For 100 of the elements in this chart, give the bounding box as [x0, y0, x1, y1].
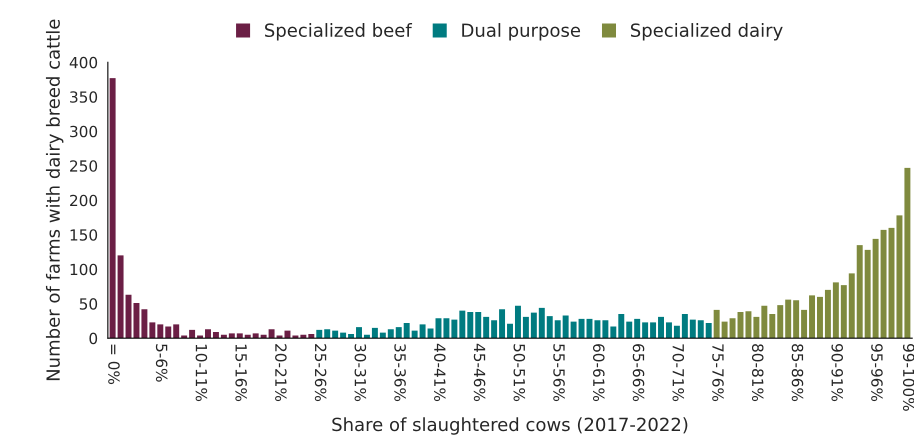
bar: [491, 320, 498, 338]
bar: [412, 330, 418, 338]
y-tick-label: 250: [70, 160, 98, 172]
bar: [268, 329, 275, 338]
x-tick-label: 95-96%: [871, 344, 883, 402]
bar: [816, 296, 823, 338]
bar: [514, 306, 521, 338]
x-tick-label: 90-91%: [831, 344, 843, 402]
legend-label: Specialized beef: [265, 23, 412, 41]
bar: [785, 300, 792, 338]
legend-label: Dual purpose: [462, 23, 580, 41]
bar: [856, 245, 863, 338]
bar: [356, 327, 362, 338]
bar: [578, 318, 585, 338]
legend-label: Specialized dairy: [630, 23, 783, 41]
bar: [372, 328, 378, 338]
bar: [793, 300, 800, 338]
bar: [722, 322, 728, 338]
bar: [436, 318, 442, 338]
bar: [530, 312, 537, 338]
x-tick-label: 70-71%: [672, 344, 684, 402]
x-tick-label: 65-66%: [632, 344, 644, 402]
bar: [126, 294, 132, 338]
x-tick-label: 15-16%: [235, 344, 247, 402]
bar: [586, 318, 592, 338]
y-tick-label: 100: [70, 264, 98, 276]
x-tick-label: 60-61%: [593, 344, 605, 402]
bar: [840, 285, 847, 338]
y-tick-label: 50: [80, 298, 98, 310]
bar: [118, 255, 124, 338]
x-tick-label: 30-31%: [354, 344, 366, 402]
bar: [682, 314, 688, 338]
bar: [522, 316, 529, 338]
bar: [189, 330, 196, 338]
bar: [801, 310, 808, 338]
x-axis-title: Share of slaughtered cows (2017-2022): [332, 417, 688, 435]
bar: [562, 315, 569, 338]
bar: [157, 324, 164, 338]
y-tick-label: 150: [70, 229, 98, 241]
bar: [880, 230, 887, 338]
bar: [594, 320, 600, 338]
bar: [824, 290, 831, 338]
x-tick-label: 50-51%: [514, 344, 526, 402]
bar: [173, 324, 180, 338]
bar: [324, 329, 330, 338]
y-tick-label: 200: [70, 194, 98, 206]
bar: [538, 308, 545, 338]
bar: [380, 332, 386, 338]
bar: [730, 318, 736, 338]
y-tick-label: 0: [89, 332, 98, 344]
bar: [443, 318, 450, 338]
bar: [570, 322, 577, 338]
bar: [332, 330, 338, 338]
bar: [483, 316, 490, 338]
y-tick-label: 350: [70, 91, 98, 103]
bar: [738, 312, 744, 338]
bar: [888, 228, 894, 338]
bar: [404, 323, 410, 338]
x-tick-label: 25-26%: [314, 344, 326, 402]
bar: [388, 329, 394, 338]
bar: [602, 320, 608, 338]
x-tick-label: 55-56%: [553, 344, 565, 402]
bar: [896, 215, 902, 338]
bar: [205, 329, 211, 338]
bar: [864, 250, 871, 338]
x-tick-label: = 0%: [108, 344, 120, 384]
y-tick-label: 400: [70, 56, 98, 68]
y-axis-title: Number of farms with dairy breed cattle: [46, 20, 64, 380]
x-tick-label: 35-36%: [394, 344, 406, 402]
bar: [650, 322, 656, 338]
x-tick-label: 45-46%: [474, 344, 486, 402]
bar: [451, 320, 458, 338]
bar: [666, 322, 672, 338]
bar: [658, 316, 664, 338]
bar: [745, 311, 752, 338]
bar: [420, 324, 426, 338]
bar: [848, 273, 855, 338]
bar: [428, 328, 434, 338]
bar: [753, 316, 760, 338]
bar: [340, 332, 346, 338]
bar: [110, 78, 116, 338]
bar: [507, 324, 513, 338]
x-tick-label: 10-11%: [196, 344, 208, 402]
bar: [149, 322, 156, 338]
bar: [610, 326, 616, 338]
x-tick-label: 80-81%: [752, 344, 764, 402]
bar: [642, 322, 648, 338]
x-tick-label: 75-76%: [712, 344, 724, 402]
x-tick-label: 40-41%: [434, 344, 446, 402]
bar: [761, 306, 768, 338]
bar: [554, 320, 561, 338]
bar: [133, 303, 140, 338]
x-tick-label: 5-6%: [156, 344, 168, 382]
bar: [634, 318, 640, 338]
bar: [777, 305, 784, 338]
bar: [284, 330, 290, 338]
bar: [141, 309, 148, 338]
x-tick-label: 85-86%: [792, 344, 804, 402]
bar: [832, 282, 839, 338]
bar: [674, 326, 680, 338]
